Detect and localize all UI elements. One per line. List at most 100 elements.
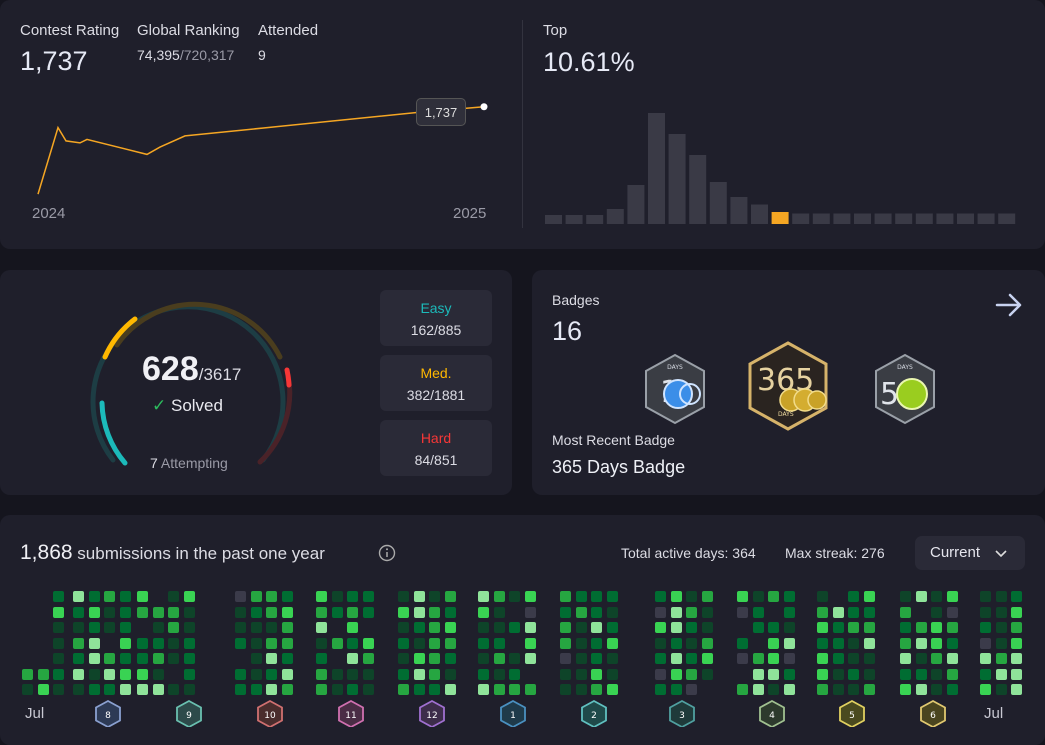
month-badge-icon[interactable]: 4 xyxy=(757,699,785,727)
month-badge-icon[interactable]: 9 xyxy=(174,699,202,727)
heatmap-cell[interactable] xyxy=(398,653,409,664)
heatmap-cell[interactable] xyxy=(281,591,293,602)
heatmap-cell[interactable] xyxy=(900,591,911,602)
heatmap-cell[interactable] xyxy=(398,637,409,649)
month-badge-icon[interactable]: 8 xyxy=(93,699,121,727)
heatmap-cell[interactable] xyxy=(444,668,456,680)
heatmap-cell[interactable] xyxy=(183,622,195,633)
heatmap-cell[interactable] xyxy=(137,591,148,602)
info-icon[interactable] xyxy=(378,544,396,562)
heatmap-cell[interactable] xyxy=(22,668,33,680)
heatmap-cell[interactable] xyxy=(53,622,64,633)
month-badge-icon[interactable]: 5 xyxy=(837,699,865,727)
heatmap-cell[interactable] xyxy=(88,684,100,695)
heatmap-cell[interactable] xyxy=(137,684,148,695)
heatmap-cell[interactable] xyxy=(1011,684,1022,695)
heatmap-cell[interactable] xyxy=(398,622,409,633)
month-badge-icon[interactable]: 6 xyxy=(918,699,946,727)
heatmap-cell[interactable] xyxy=(946,591,958,602)
heatmap-cell[interactable] xyxy=(152,622,164,633)
heatmap-cell[interactable] xyxy=(670,637,682,649)
heatmap-cell[interactable] xyxy=(980,668,991,680)
heatmap-cell[interactable] xyxy=(362,606,374,618)
heatmap-cell[interactable] xyxy=(670,591,682,602)
heatmap-cell[interactable] xyxy=(524,637,536,649)
heatmap-cell[interactable] xyxy=(152,684,164,695)
heatmap-cell[interactable] xyxy=(137,606,148,618)
heatmap-cell[interactable] xyxy=(493,668,505,680)
heatmap-cell[interactable] xyxy=(848,591,859,602)
heatmap-cell[interactable] xyxy=(316,637,327,649)
heatmap-cell[interactable] xyxy=(429,637,440,649)
heatmap-cell[interactable] xyxy=(331,684,343,695)
heatmap-cell[interactable] xyxy=(316,668,327,680)
heatmap-cell[interactable] xyxy=(915,653,927,664)
heatmap-cell[interactable] xyxy=(444,637,456,649)
heatmap-cell[interactable] xyxy=(655,653,666,664)
heatmap-cell[interactable] xyxy=(575,591,587,602)
heatmap-cell[interactable] xyxy=(478,622,489,633)
heatmap-cell[interactable] xyxy=(591,668,602,680)
heatmap-cell[interactable] xyxy=(980,637,991,649)
heatmap-cell[interactable] xyxy=(429,668,440,680)
50-days-badge-icon[interactable]: DAYS 5 xyxy=(872,352,938,426)
heatmap-cell[interactable] xyxy=(783,622,795,633)
heatmap-cell[interactable] xyxy=(493,591,505,602)
heatmap-cell[interactable] xyxy=(900,606,911,618)
heatmap-cell[interactable] xyxy=(995,668,1007,680)
heatmap-cell[interactable] xyxy=(478,591,489,602)
heatmap-cell[interactable] xyxy=(915,622,927,633)
heatmap-cell[interactable] xyxy=(73,591,84,602)
heatmap-cell[interactable] xyxy=(575,653,587,664)
heatmap-cell[interactable] xyxy=(398,591,409,602)
heatmap-cell[interactable] xyxy=(863,591,875,602)
heatmap-cell[interactable] xyxy=(168,684,179,695)
heatmap-cell[interactable] xyxy=(88,637,100,649)
heatmap-cell[interactable] xyxy=(817,653,828,664)
heatmap-cell[interactable] xyxy=(701,591,713,602)
heatmap-cell[interactable] xyxy=(524,591,536,602)
heatmap-cell[interactable] xyxy=(250,622,262,633)
heatmap-cell[interactable] xyxy=(591,684,602,695)
heatmap-cell[interactable] xyxy=(509,591,520,602)
heatmap-cell[interactable] xyxy=(783,684,795,695)
heatmap-cell[interactable] xyxy=(980,622,991,633)
heatmap-cell[interactable] xyxy=(266,606,277,618)
heatmap-cell[interactable] xyxy=(250,684,262,695)
heatmap-cell[interactable] xyxy=(655,622,666,633)
heatmap-cell[interactable] xyxy=(281,622,293,633)
heatmap-cell[interactable] xyxy=(250,653,262,664)
heatmap-cell[interactable] xyxy=(575,637,587,649)
heatmap-cell[interactable] xyxy=(560,653,571,664)
month-badge-icon[interactable]: 10 xyxy=(255,699,283,727)
heatmap-cell[interactable] xyxy=(281,684,293,695)
heatmap-cell[interactable] xyxy=(848,637,859,649)
heatmap-cell[interactable] xyxy=(591,591,602,602)
heatmap-cell[interactable] xyxy=(768,622,779,633)
heatmap-cell[interactable] xyxy=(900,668,911,680)
heatmap-cell[interactable] xyxy=(783,653,795,664)
heatmap-cell[interactable] xyxy=(783,637,795,649)
heatmap-cell[interactable] xyxy=(235,637,246,649)
heatmap-cell[interactable] xyxy=(316,622,327,633)
heatmap-cell[interactable] xyxy=(104,668,115,680)
rating-distribution-chart[interactable] xyxy=(545,96,1025,226)
heatmap-cell[interactable] xyxy=(88,653,100,664)
heatmap-cell[interactable] xyxy=(362,591,374,602)
heatmap-cell[interactable] xyxy=(137,653,148,664)
solved-progress-ring[interactable] xyxy=(85,285,305,485)
heatmap-cell[interactable] xyxy=(478,637,489,649)
heatmap-cell[interactable] xyxy=(817,606,828,618)
heatmap-cell[interactable] xyxy=(655,684,666,695)
heatmap-cell[interactable] xyxy=(429,622,440,633)
heatmap-cell[interactable] xyxy=(281,668,293,680)
heatmap-cell[interactable] xyxy=(832,653,844,664)
heatmap-cell[interactable] xyxy=(768,591,779,602)
heatmap-cell[interactable] xyxy=(817,668,828,680)
heatmap-cell[interactable] xyxy=(493,684,505,695)
heatmap-cell[interactable] xyxy=(737,591,748,602)
heatmap-cell[interactable] xyxy=(119,637,131,649)
heatmap-cell[interactable] xyxy=(863,637,875,649)
heatmap-cell[interactable] xyxy=(752,606,764,618)
heatmap-cell[interactable] xyxy=(1011,622,1022,633)
